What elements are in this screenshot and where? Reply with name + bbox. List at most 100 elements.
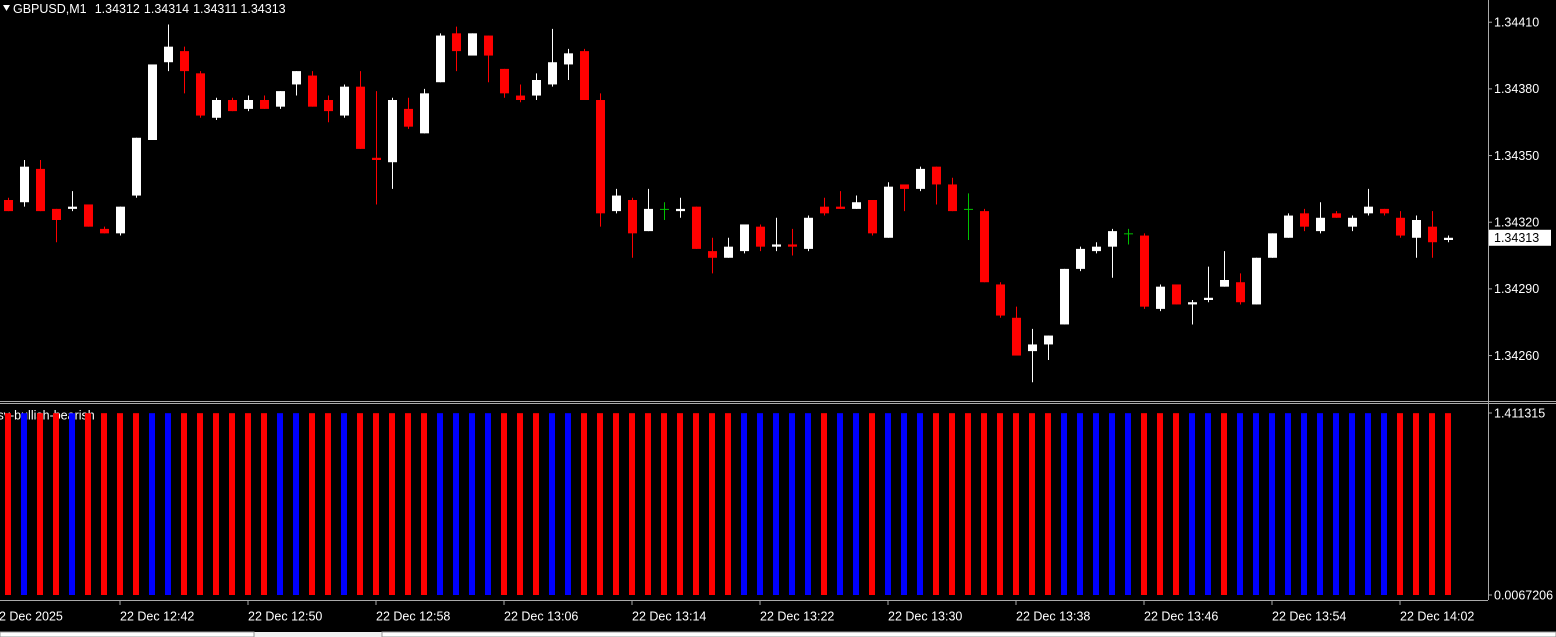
- candle-body: [852, 202, 861, 209]
- indicator-bar: [357, 413, 363, 595]
- indicator-bar: [373, 413, 379, 595]
- indicator-bar: [21, 413, 27, 595]
- indicator-bar: [901, 413, 907, 595]
- candle-body: [868, 200, 877, 234]
- candle-body: [788, 244, 797, 247]
- indicator-bar: [533, 413, 539, 595]
- candle-body: [692, 206, 701, 249]
- indicator-bar: [1125, 413, 1131, 595]
- header-high: 1.34314: [144, 2, 189, 16]
- indicator-bar: [1109, 413, 1115, 595]
- candle-body: [212, 100, 221, 118]
- tab[interactable]: [0, 631, 255, 637]
- x-tick-label: 22 Dec 12:58: [376, 609, 450, 623]
- indicator-bar: [37, 413, 43, 595]
- tab[interactable]: [381, 631, 1556, 637]
- indicator-bar: [757, 413, 763, 595]
- candle-body: [100, 228, 109, 234]
- indicator-bar: [1029, 413, 1035, 595]
- indicator-bar: [149, 413, 155, 595]
- indicator-bar: [325, 413, 331, 595]
- indicator-bar: [197, 413, 203, 595]
- candle-body: [644, 208, 653, 232]
- candle-body: [1364, 206, 1373, 214]
- indicator-bar: [645, 413, 651, 595]
- candle-body: [228, 100, 237, 112]
- candle-body: [612, 195, 621, 212]
- candle-body: [772, 244, 781, 247]
- candle-body: [1076, 248, 1085, 269]
- indicator-bar: [1349, 413, 1355, 595]
- indicator-bar: [85, 413, 91, 595]
- indicator-bar: [965, 413, 971, 595]
- y-tick-label: 1.34320: [1494, 216, 1539, 230]
- indicator-bar: [725, 413, 731, 595]
- candle-body: [964, 208, 973, 210]
- candle-body: [1220, 280, 1229, 287]
- indicator-bar: [853, 413, 859, 595]
- indicator-bar: [389, 413, 395, 595]
- candle-body: [1012, 317, 1021, 356]
- indicator-bar: [933, 413, 939, 595]
- candle-body: [452, 33, 461, 52]
- indicator-bar: [1317, 413, 1323, 595]
- indicator-bar: [1173, 413, 1179, 595]
- menu-triangle[interactable]: [3, 5, 10, 11]
- indicator-bar: [773, 413, 779, 595]
- y-tick-label: 1.34380: [1494, 82, 1539, 96]
- candle-body: [1332, 213, 1341, 218]
- indicator-bar: [1397, 413, 1403, 595]
- indicator-bar: [277, 413, 283, 595]
- indicator-bar: [1221, 413, 1227, 595]
- indicator-bar: [1237, 413, 1243, 595]
- candle-body: [308, 75, 317, 107]
- candle-body: [292, 71, 301, 85]
- candle-body: [980, 211, 989, 283]
- x-tick-label: 22 Dec 13:14: [632, 609, 706, 623]
- indicator-bar: [517, 413, 523, 595]
- candle-body: [1412, 220, 1421, 238]
- candle-body: [1396, 217, 1405, 236]
- candle-body: [276, 91, 285, 107]
- candle-body: [356, 86, 365, 149]
- candle-body: [388, 100, 397, 163]
- candle-body: [1428, 226, 1437, 243]
- indicator-bar: [1429, 413, 1435, 595]
- indicator-bar: [789, 413, 795, 595]
- candle-body: [836, 206, 845, 209]
- candle-body: [1044, 335, 1053, 345]
- indicator-bar: [1157, 413, 1163, 595]
- indicator-bar: [837, 413, 843, 595]
- indicator-bar: [53, 413, 59, 595]
- indicator-bar: [869, 413, 875, 595]
- candle-body: [740, 224, 749, 252]
- indicator-bar: [405, 413, 411, 595]
- indicator-bar: [1013, 413, 1019, 595]
- candle-body: [420, 93, 429, 134]
- indicator-title: tsv-bullish-bearish: [0, 408, 95, 422]
- candle-body: [548, 62, 557, 85]
- x-tick-label: 22 Dec 2025: [0, 609, 63, 623]
- indicator-bar: [1445, 413, 1451, 595]
- indicator-bar: [421, 413, 427, 595]
- indicator-bar: [1269, 413, 1275, 595]
- candle-body: [820, 206, 829, 214]
- indicator-bar: [1061, 413, 1067, 595]
- indicator-bar: [1253, 413, 1259, 595]
- indicator-bar: [805, 413, 811, 595]
- header-close: 1.34313: [240, 2, 285, 16]
- x-tick-label: 22 Dec 12:50: [248, 609, 322, 623]
- indicator-bar: [949, 413, 955, 595]
- candle-body: [1236, 282, 1245, 303]
- indicator-bar: [677, 413, 683, 595]
- candle-body: [1204, 297, 1213, 300]
- candle-body: [324, 100, 333, 112]
- x-tick-label: 22 Dec 13:30: [888, 609, 962, 623]
- candle-body: [468, 33, 477, 56]
- y-tick-label: 1.411315: [1494, 406, 1545, 420]
- x-tick-label: 22 Dec 13:46: [1144, 609, 1218, 623]
- indicator-bar: [245, 413, 251, 595]
- indicator-bar: [293, 413, 299, 595]
